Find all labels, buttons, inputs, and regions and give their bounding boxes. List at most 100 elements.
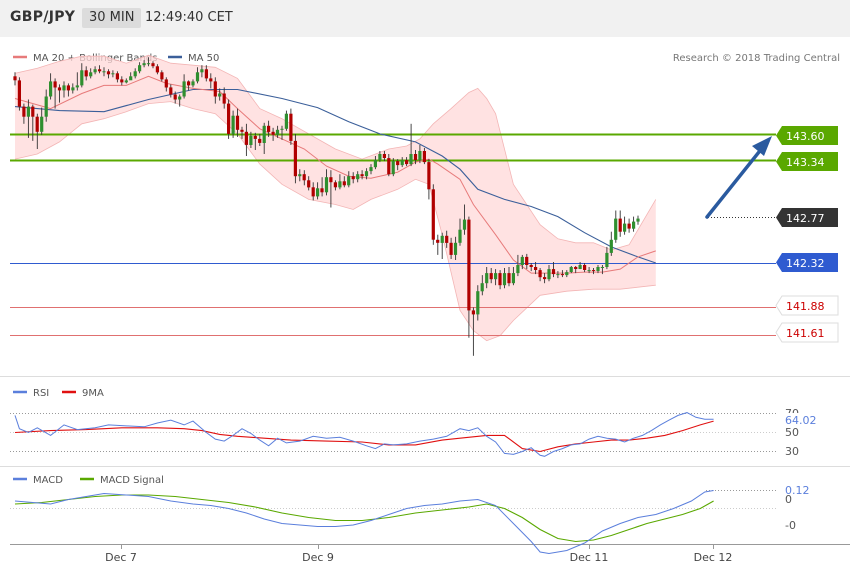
rsi-panel: RSI 9MA 70 64.02 50 30 (10, 388, 838, 458)
candlesticks (13, 57, 640, 356)
candle-body (436, 239, 440, 243)
candle-body (618, 218, 622, 232)
candle-body (467, 219, 471, 311)
candle-body (213, 81, 217, 97)
candle-body (298, 174, 302, 177)
candle-body (151, 63, 155, 67)
candle-body (525, 256, 529, 265)
x-label-dec7: Dec 7 (105, 551, 137, 564)
candle-body (120, 79, 124, 83)
copyright-label: Research © 2018 Trading Central (673, 53, 840, 64)
candle-body (284, 113, 288, 129)
candle-body (551, 269, 556, 275)
candle-body (529, 265, 533, 267)
rsi-tick-30: 30 (785, 445, 799, 458)
candle-body (578, 265, 582, 269)
candle-body (258, 138, 262, 143)
candle-body (17, 80, 21, 107)
candle-body (187, 81, 191, 86)
macd-lines (14, 490, 714, 555)
candle-body (253, 135, 257, 139)
candle-body (364, 171, 369, 177)
bollinger-band (14, 54, 657, 342)
candle-body (440, 235, 444, 243)
chart-header: GBP/JPY 30 MIN 12:49:40 CET (0, 0, 850, 37)
macd-signal-legend-label: MACD Signal (100, 475, 164, 486)
ma50-legend-label: MA 50 (188, 53, 219, 64)
x-label-dec9: Dec 9 (302, 551, 334, 564)
candle-body (413, 154, 418, 161)
candle-body (405, 160, 409, 165)
candle-body (111, 73, 115, 75)
candle-body (182, 81, 186, 97)
candle-body (511, 273, 515, 284)
candle-body (40, 116, 44, 132)
candle-body (222, 93, 226, 104)
rsi-tick-50: 50 (785, 426, 799, 439)
macd-signal-line (14, 494, 714, 543)
candle-body (391, 161, 395, 175)
candle-body (195, 72, 200, 82)
r1-tag-label: 143.34 (786, 156, 825, 169)
candle-body (329, 177, 333, 183)
candle-body (449, 242, 453, 255)
bollinger-band-fill (15, 55, 656, 341)
timeframe-button[interactable]: 30 MIN (82, 8, 142, 28)
candle-body (280, 128, 284, 130)
candle-body (191, 81, 195, 86)
candle-body (89, 72, 93, 77)
candle-body (293, 140, 297, 177)
candle-body (44, 96, 48, 117)
candle-body (574, 267, 578, 269)
candle-body (209, 78, 213, 82)
rsi-line (14, 412, 714, 457)
x-label-dec12: Dec 12 (694, 551, 733, 564)
candle-body (614, 218, 618, 240)
candle-body (458, 229, 462, 243)
candle-body (489, 273, 493, 280)
macd-value-label: 0.12 (785, 484, 810, 497)
candle-body (115, 73, 119, 80)
candle-body (178, 96, 182, 100)
candle-body (275, 129, 280, 135)
candle-body (431, 189, 435, 240)
candle-body (485, 273, 489, 284)
candle-body (235, 115, 240, 130)
candle-body (627, 223, 631, 229)
r2-tag-label: 143.60 (786, 130, 825, 143)
candle-body (396, 161, 400, 166)
candle-body (632, 221, 636, 229)
candle-body (422, 151, 426, 163)
candle-body (31, 106, 35, 117)
candle-body (471, 310, 475, 315)
candle-body (244, 131, 248, 145)
last-tag-label: 142.77 (786, 212, 825, 225)
candle-body (324, 177, 329, 193)
candle-body (636, 218, 640, 222)
candle-body (93, 69, 97, 73)
candle-body (498, 273, 502, 286)
candle-body (311, 187, 315, 197)
s2-tag-bg (775, 322, 839, 343)
candle-body (591, 270, 596, 272)
candle-body (320, 188, 324, 193)
candle-body (351, 176, 355, 180)
candle-body (138, 65, 142, 72)
candle-body (22, 106, 26, 117)
macd-legend-label: MACD (33, 475, 63, 486)
candle-body (600, 267, 604, 268)
rsi-legend-label: RSI (33, 388, 49, 399)
candle-body (302, 174, 306, 181)
candle-body (164, 79, 168, 88)
candle-body (155, 66, 159, 73)
candle-body (418, 151, 422, 161)
candle-body (565, 272, 569, 276)
candle-body (369, 167, 373, 172)
candle-body (173, 94, 177, 100)
candle-body (289, 113, 293, 141)
candle-body (556, 274, 560, 276)
macd-tick-0: 0 (785, 493, 792, 506)
candle-body (316, 188, 320, 197)
candle-body (271, 131, 275, 135)
